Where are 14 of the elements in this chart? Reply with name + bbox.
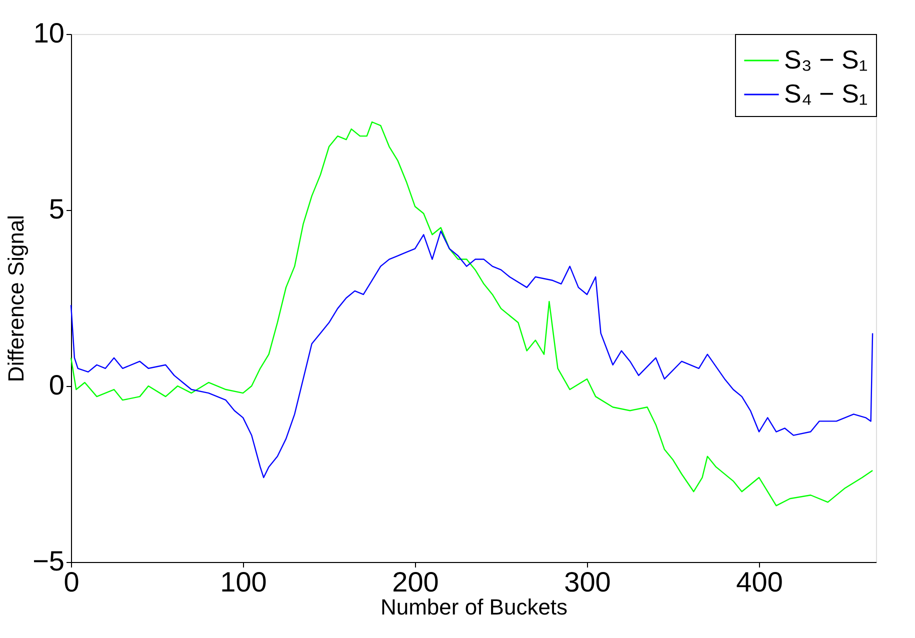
y-tick-label: −5 (32, 546, 64, 576)
x-axis-title: Number of Buckets (380, 594, 568, 620)
y-tick-label: 0 (48, 370, 64, 400)
line-series (70, 121, 874, 506)
line-series (70, 230, 874, 478)
x-tick-label: 300 (564, 566, 611, 598)
y-tick-label: 10 (33, 18, 64, 48)
x-tick-label: 200 (392, 566, 439, 598)
x-tick-label: 100 (220, 566, 267, 598)
legend-label: S₄ − S₁ (784, 78, 868, 108)
x-tick-label: 400 (736, 566, 783, 598)
y-tick-label: 5 (48, 194, 64, 224)
legend-label: S₃ − S₁ (784, 44, 868, 74)
y-axis-title: Difference Signal (4, 214, 29, 382)
